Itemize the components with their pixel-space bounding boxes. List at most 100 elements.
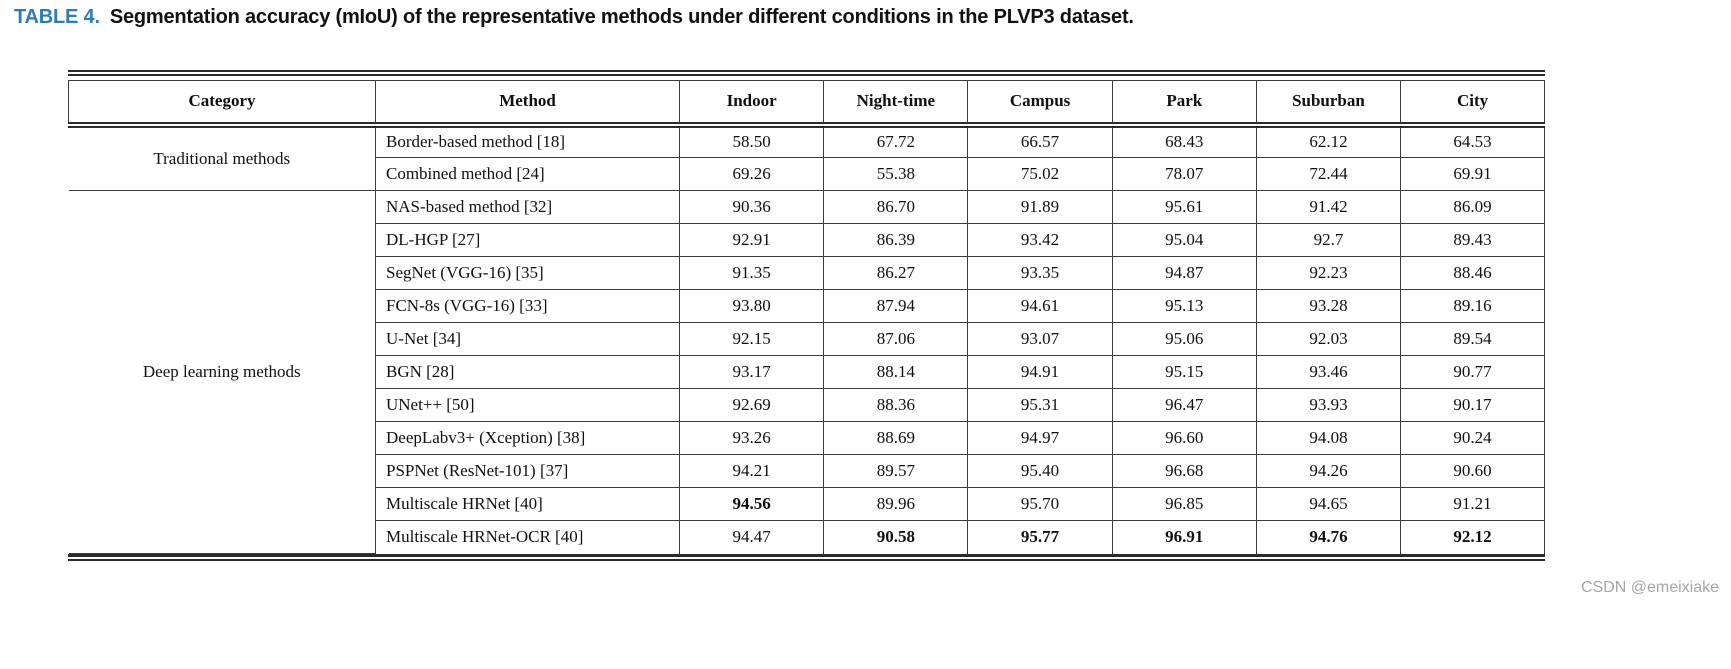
value-cell: 91.35: [679, 256, 825, 290]
value-cell: 89.54: [1400, 322, 1545, 356]
value-cell: 86.39: [823, 223, 969, 257]
value-cell: 93.26: [679, 421, 825, 455]
table-caption: TABLE 4. Segmentation accuracy (mIoU) of …: [14, 6, 1134, 29]
value-cell: 90.17: [1400, 388, 1545, 422]
value-cell: 92.91: [679, 223, 825, 257]
header-cell: Category: [68, 80, 376, 128]
header-cell: City: [1400, 80, 1545, 128]
method-cell: PSPNet (ResNet-101) [37]: [374, 454, 681, 488]
value-cell: 92.12: [1400, 520, 1545, 554]
value-cell: 88.14: [823, 355, 969, 389]
value-cell: 88.36: [823, 388, 969, 422]
table-row: PSPNet (ResNet-101) [37] 94.21 89.57 95.40 9…: [69, 454, 1545, 488]
value-cell: 95.61: [1111, 190, 1257, 224]
header-cell: Suburban: [1255, 80, 1402, 128]
value-cell: 72.44: [1255, 157, 1402, 191]
method-cell: DeepLabv3+ (Xception) [38]: [374, 421, 681, 455]
value-cell: 90.58: [823, 520, 969, 554]
value-cell: 90.60: [1400, 454, 1545, 488]
table-body: Traditional methods Border-based method […: [68, 124, 1545, 554]
table-top-double-rule: [68, 70, 1545, 76]
value-cell: 96.60: [1111, 421, 1257, 455]
value-cell: 94.21: [679, 454, 825, 488]
value-cell: 86.09: [1400, 190, 1545, 224]
method-cell: U-Net [34]: [374, 322, 681, 356]
value-cell: 93.07: [967, 322, 1113, 356]
watermark: CSDN @emeixiake: [1580, 579, 1719, 596]
method-cell: UNet++ [50]: [374, 388, 681, 422]
category-cell: Deep learning methods: [68, 190, 376, 554]
table-caption-text: Segmentation accuracy (mIoU) of the repr…: [109, 6, 1134, 28]
table-bottom-double-rule: [68, 554, 1545, 561]
value-cell: 96.47: [1111, 388, 1257, 422]
value-cell: 93.80: [679, 289, 825, 323]
value-cell: 93.42: [967, 223, 1113, 257]
method-cell: FCN-8s (VGG-16) [33]: [374, 289, 681, 323]
value-cell: 90.36: [679, 190, 825, 224]
value-cell: 89.43: [1400, 223, 1545, 257]
value-cell: 88.69: [823, 421, 969, 455]
value-cell: 94.76: [1255, 520, 1402, 554]
value-cell: 92.69: [679, 388, 825, 422]
value-cell: 91.21: [1400, 487, 1545, 521]
table-row: FCN-8s (VGG-16) [33] 93.80 87.94 94.61 95.13…: [69, 289, 1545, 323]
table-row: U-Net [34] 92.15 87.06 93.07 95.06 92.03 89.54: [69, 322, 1545, 356]
value-cell: 94.65: [1255, 487, 1402, 521]
value-cell: 88.46: [1400, 256, 1545, 290]
table-container: Category Method Indoor Night-time Campus Park…: [68, 70, 1545, 561]
value-cell: 67.72: [823, 124, 969, 158]
value-cell: 93.28: [1255, 289, 1402, 323]
table-row: DeepLabv3+ (Xception) [38] 93.26 88.69 94.9…: [69, 421, 1545, 455]
value-cell: 69.91: [1400, 157, 1545, 191]
category-cell: Traditional methods: [68, 124, 376, 191]
header-cell: Method: [374, 80, 681, 128]
value-cell: 92.23: [1255, 256, 1402, 290]
value-cell: 92.03: [1255, 322, 1402, 356]
value-cell: 68.43: [1111, 124, 1257, 158]
method-cell: Multiscale HRNet [40]: [374, 487, 681, 521]
table-row: SegNet (VGG-16) [35] 91.35 86.27 93.35 94.87…: [69, 256, 1545, 290]
results-table: Category Method Indoor Night-time Campus Park…: [68, 80, 1545, 554]
value-cell: 87.06: [823, 322, 969, 356]
value-cell: 75.02: [967, 157, 1113, 191]
value-cell: 94.87: [1111, 256, 1257, 290]
value-cell: 89.16: [1400, 289, 1545, 323]
method-cell: BGN [28]: [374, 355, 681, 389]
value-cell: 95.13: [1111, 289, 1257, 323]
value-cell: 96.85: [1111, 487, 1257, 521]
value-cell: 92.15: [679, 322, 825, 356]
method-cell: Multiscale HRNet-OCR [40]: [374, 520, 681, 554]
table-number-label: TABLE 4.: [14, 6, 100, 28]
value-cell: 93.46: [1255, 355, 1402, 389]
value-cell: 64.53: [1400, 124, 1545, 158]
value-cell: 89.57: [823, 454, 969, 488]
value-cell: 95.04: [1111, 223, 1257, 257]
value-cell: 95.40: [967, 454, 1113, 488]
value-cell: 95.31: [967, 388, 1113, 422]
method-cell: Combined method [24]: [374, 157, 681, 191]
value-cell: 90.77: [1400, 355, 1545, 389]
method-cell: DL-HGP [27]: [374, 223, 681, 257]
value-cell: 94.47: [679, 520, 825, 554]
header-cell: Campus: [967, 80, 1113, 128]
value-cell: 93.17: [679, 355, 825, 389]
value-cell: 94.61: [967, 289, 1113, 323]
header-cell: Indoor: [679, 80, 825, 128]
value-cell: 94.91: [967, 355, 1113, 389]
value-cell: 69.26: [679, 157, 825, 191]
table-header-row: Category Method Indoor Night-time Campus Park…: [68, 80, 1545, 128]
value-cell: 93.35: [967, 256, 1113, 290]
value-cell: 62.12: [1255, 124, 1402, 158]
table-row: Traditional methods Border-based method […: [68, 124, 1545, 191]
header-cell: Night-time: [823, 80, 969, 128]
value-cell: 94.08: [1255, 421, 1402, 455]
value-cell: 95.70: [967, 487, 1113, 521]
value-cell: 91.42: [1255, 190, 1402, 224]
value-cell: 95.06: [1111, 322, 1257, 356]
header-cell: Park: [1111, 80, 1257, 128]
value-cell: 66.57: [967, 124, 1113, 158]
value-cell: 94.97: [967, 421, 1113, 455]
value-cell: 86.27: [823, 256, 969, 290]
value-cell: 92.7: [1255, 223, 1402, 257]
method-cell: SegNet (VGG-16) [35]: [374, 256, 681, 290]
